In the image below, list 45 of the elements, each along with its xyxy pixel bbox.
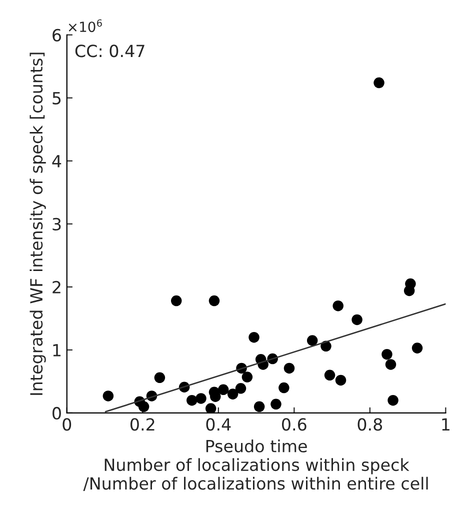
point: [186, 394, 198, 406]
point: [196, 393, 206, 404]
point: [254, 401, 265, 412]
y-tick-label: 4: [52, 155, 62, 168]
point: [412, 342, 423, 354]
x-tick-label: 1: [442, 418, 450, 430]
x-tick-label: 0.8: [358, 418, 382, 431]
point: [385, 359, 396, 370]
point: [102, 390, 114, 402]
y-axis-title: Integrated WF intensity of speck [counts]: [30, 52, 46, 395]
y-tick-label: 3: [52, 218, 61, 230]
y-tick-label: 0: [52, 406, 61, 420]
point: [138, 401, 150, 412]
point: [208, 295, 220, 306]
y-tick-label: 1: [53, 344, 60, 356]
point: [388, 394, 398, 406]
point: [235, 383, 246, 394]
x-tick-label: 0.4: [206, 418, 231, 431]
point: [218, 384, 229, 396]
point: [405, 278, 416, 290]
point: [248, 332, 260, 343]
point: [352, 314, 362, 326]
y-tick-label: 2: [52, 280, 60, 294]
x-axis-title: Pseudo time Number of localizations within speck /Number of localizations within entire cell: [83, 440, 428, 492]
point: [382, 348, 392, 360]
point: [324, 370, 336, 381]
x-tick-label: 0.2: [130, 418, 154, 431]
point: [227, 388, 238, 400]
text: ×10$^{6}$: [68, 19, 102, 32]
point: [278, 382, 290, 394]
y-tick-label: 5: [52, 92, 61, 104]
point: [374, 77, 384, 88]
point: [154, 372, 166, 384]
point: [205, 403, 216, 413]
point: [242, 372, 253, 382]
point: [270, 398, 282, 410]
point: [284, 362, 295, 374]
annotation: CC: 0.47: [75, 44, 144, 58]
x-tick-label: 0.6: [282, 418, 306, 431]
y-tick-label: 6: [52, 28, 61, 42]
point: [306, 335, 318, 346]
point: [332, 300, 344, 312]
point: [170, 295, 182, 306]
point: [335, 374, 346, 386]
x-tick-label: 0: [62, 418, 72, 431]
